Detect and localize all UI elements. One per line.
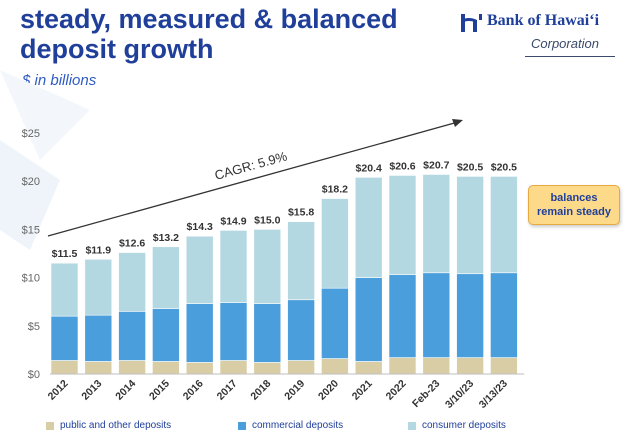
x-tick-label: 2014: [113, 378, 138, 403]
y-tick-label: $25: [22, 128, 40, 140]
bar-total-label: $15.0: [254, 214, 280, 226]
x-tick-label: 2021: [350, 378, 375, 403]
x-tick-label: 2013: [79, 378, 104, 403]
x-tick-label: 2022: [384, 378, 409, 403]
x-tick-label: 2018: [248, 378, 273, 403]
y-tick-label: $20: [22, 176, 40, 188]
bar-consumer: [354, 177, 383, 278]
bar-public: [50, 360, 79, 375]
bank-hawaii-icon: [461, 14, 482, 32]
bar-public: [422, 357, 451, 375]
bar-total-label: $14.9: [220, 215, 246, 227]
bar-consumer: [118, 252, 146, 312]
y-tick-label: $10: [22, 273, 40, 285]
bar-total-label: $13.2: [153, 232, 179, 244]
bar-consumer: [490, 176, 518, 274]
bar-consumer: [152, 246, 180, 309]
bar-public: [185, 362, 214, 375]
bar-total-label: $18.2: [322, 184, 348, 196]
legend-swatch-commercial: [238, 421, 246, 430]
x-tick-label: 2017: [215, 378, 240, 403]
bar-commercial: [118, 311, 146, 361]
bar-public: [253, 362, 282, 375]
bar-public: [321, 358, 349, 375]
bar-commercial: [456, 273, 484, 358]
bar-consumer: [321, 198, 349, 289]
x-tick-label: 2016: [181, 378, 206, 403]
callout-balances: balances remain steady: [528, 185, 620, 225]
bar-consumer: [84, 258, 113, 316]
legend-item-commercial: commercial deposits: [238, 420, 343, 431]
cagr-label: CAGR: 5.9%: [213, 148, 289, 182]
x-tick-label: 2012: [46, 378, 71, 403]
bar-public: [219, 360, 248, 375]
bar-commercial: [422, 272, 451, 358]
bar-commercial: [354, 277, 383, 362]
bar-commercial: [253, 303, 282, 363]
logo-subtitle: Corporation: [531, 36, 599, 51]
bar-total-label: $11.5: [52, 248, 78, 260]
bar-consumer: [253, 229, 282, 304]
legend-swatch-consumer: [408, 421, 416, 430]
cagr-arrow-head: [452, 119, 463, 127]
bar-commercial: [152, 308, 180, 362]
logo: Bank of Hawai‘i Corporation: [455, 10, 620, 58]
bar-total-label: $14.3: [187, 221, 213, 233]
legend-item-public: public and other deposits: [46, 420, 171, 431]
bar-consumer: [219, 230, 248, 303]
bar-total-label: $20.5: [457, 161, 483, 173]
bar-commercial: [490, 272, 518, 358]
y-tick-label: $0: [28, 369, 40, 381]
background-decoration: [0, 70, 90, 250]
bar-total-label: $11.9: [85, 244, 111, 256]
bar-total-label: $15.8: [288, 207, 314, 219]
bar-total-label: $20.6: [389, 160, 415, 172]
legend-label-consumer: consumer deposits: [422, 420, 506, 431]
bar-public: [84, 361, 113, 375]
bar-commercial: [388, 274, 417, 358]
bar-commercial: [50, 315, 79, 361]
cagr-arrow-line: [47, 121, 459, 237]
logo-name: Bank of Hawai‘i: [487, 12, 600, 29]
legend-swatch-public: [46, 421, 54, 430]
bar-commercial: [84, 314, 113, 362]
x-tick-label: Feb-23: [410, 378, 443, 411]
legend-label-commercial: commercial deposits: [252, 420, 344, 431]
logo-divider: [525, 56, 615, 57]
bar-public: [388, 357, 417, 375]
bar-public: [354, 361, 383, 375]
chart-legend: public and other deposits commercial dep…: [0, 420, 640, 438]
legend-item-consumer: consumer deposits: [408, 420, 506, 431]
bar-commercial: [287, 299, 315, 361]
bar-consumer: [388, 175, 417, 276]
bar-total-label: $20.5: [491, 161, 517, 173]
x-tick-label: 3/13/23: [477, 378, 510, 411]
x-tick-label: 2019: [282, 378, 307, 403]
legend-label-public: public and other deposits: [60, 420, 172, 431]
bar-public: [456, 357, 484, 375]
bar-total-label: $20.4: [356, 162, 382, 174]
bar-consumer: [185, 235, 214, 304]
bar-consumer: [287, 221, 315, 301]
x-tick-label: 3/10/23: [443, 378, 476, 411]
y-tick-label: $15: [22, 224, 40, 236]
bar-total-label: $20.7: [423, 159, 449, 171]
slide-title: steady, measured & balanced deposit grow…: [20, 4, 398, 64]
bar-public: [490, 357, 518, 375]
bar-public: [152, 361, 180, 375]
bar-public: [287, 360, 315, 375]
bar-public: [118, 360, 146, 375]
bar-consumer: [50, 262, 79, 317]
x-tick-label: 2020: [316, 378, 341, 403]
bar-commercial: [185, 303, 214, 363]
bar-consumer: [456, 176, 484, 275]
bar-commercial: [219, 302, 248, 361]
bar-commercial: [321, 287, 349, 359]
units-subtitle: $ in billions: [22, 72, 97, 89]
x-tick-label: 2015: [147, 378, 172, 403]
y-tick-label: $5: [28, 321, 40, 333]
bar-total-label: $12.6: [119, 238, 145, 250]
bar-consumer: [422, 174, 451, 274]
